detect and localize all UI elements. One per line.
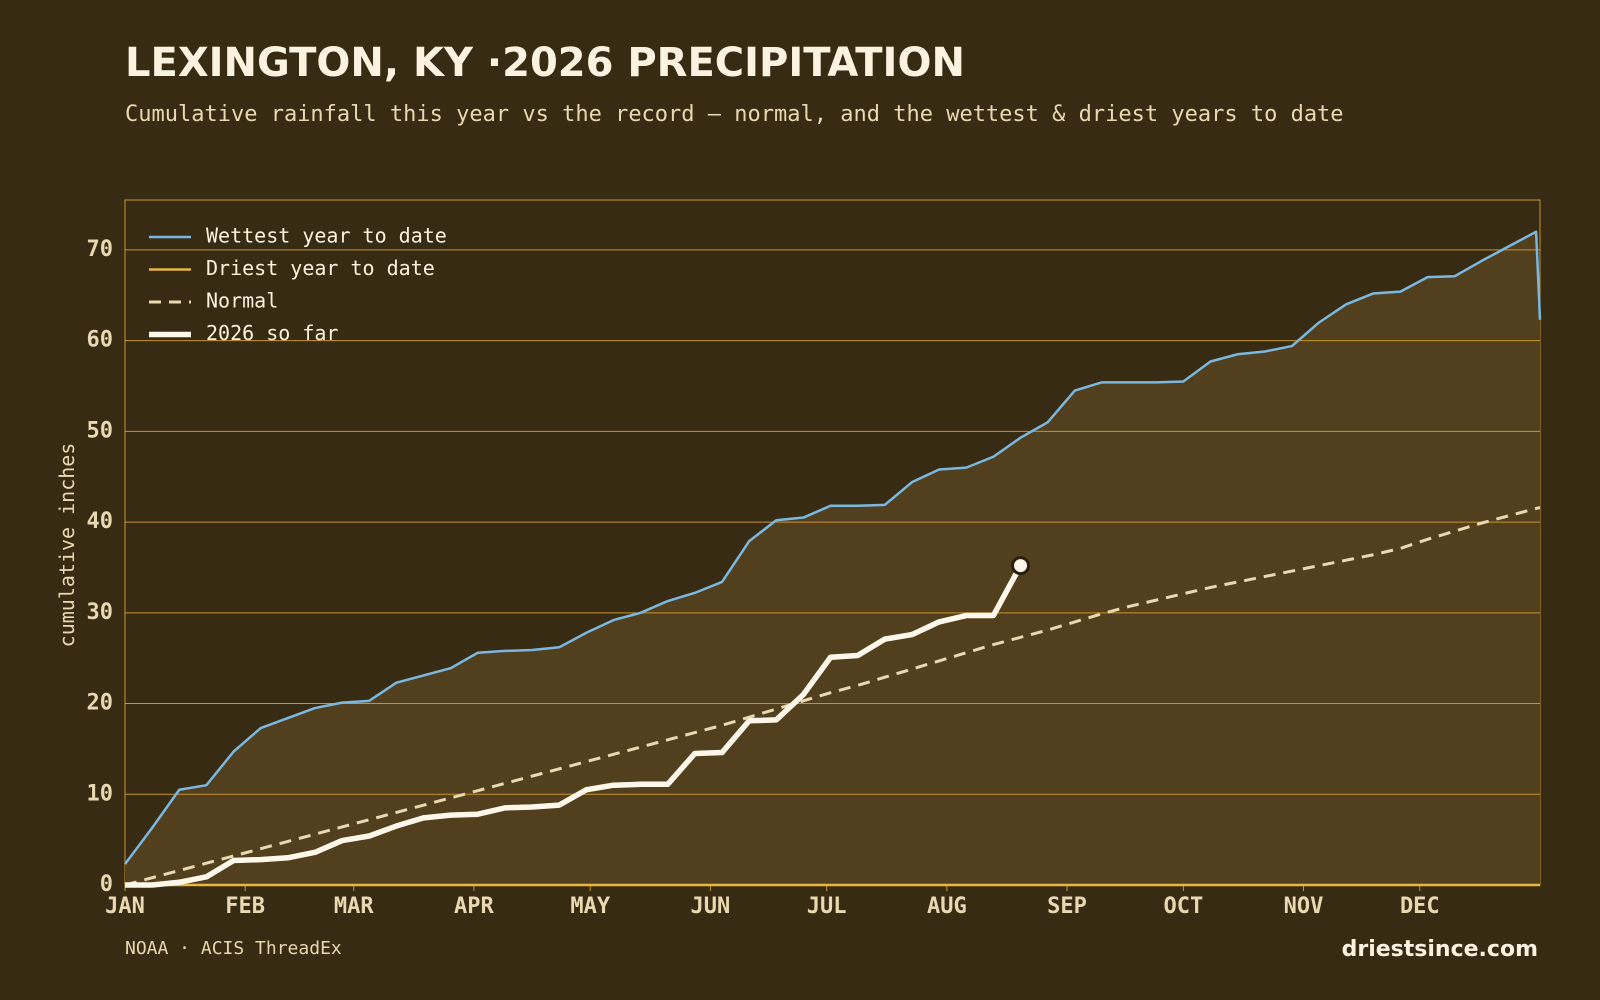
y-tick-label: 20 bbox=[87, 691, 114, 716]
y-axis-label: cumulative inches bbox=[55, 443, 79, 648]
x-tick-label: JUL bbox=[807, 894, 847, 919]
series-line bbox=[125, 564, 1023, 888]
x-tick-label: NOV bbox=[1284, 894, 1324, 919]
source: NOAA · ACIS ThreadEx bbox=[125, 938, 342, 959]
y-tick-label: 60 bbox=[87, 328, 114, 353]
y-tick-label: 0 bbox=[100, 872, 113, 897]
x-tick-label: APR bbox=[454, 894, 494, 919]
end-marker bbox=[1011, 556, 1031, 576]
series-line bbox=[124, 506, 1541, 887]
x-tick-label: MAR bbox=[334, 894, 374, 919]
credit: driestsince.com bbox=[1342, 937, 1538, 962]
x-tick-label: MAY bbox=[570, 894, 610, 919]
x-tick-label: DEC bbox=[1400, 894, 1440, 919]
series-line bbox=[123, 230, 1542, 865]
y-tick-label: 70 bbox=[87, 237, 114, 262]
legend-label: Wettest year to date bbox=[206, 224, 447, 248]
x-tick-label: OCT bbox=[1163, 894, 1203, 919]
x-tick-label: AUG bbox=[927, 894, 967, 919]
y-tick-label: 40 bbox=[87, 509, 114, 534]
y-tick-label: 50 bbox=[87, 418, 114, 443]
x-tick-label: SEP bbox=[1047, 894, 1087, 919]
x-tick-label: JAN bbox=[105, 894, 145, 919]
area bbox=[125, 231, 1540, 885]
legend-label: Driest year to date bbox=[206, 256, 435, 280]
y-tick-label: 10 bbox=[87, 781, 114, 806]
x-tick-label: JUN bbox=[691, 894, 731, 919]
chart-subtitle: Cumulative rainfall this year vs the rec… bbox=[125, 102, 1344, 127]
legend-label: 2026 so far bbox=[206, 321, 338, 345]
x-tick-label: FEB bbox=[225, 894, 265, 919]
chart-title: LEXINGTON, KY ·2026 PRECIPITATION bbox=[125, 40, 965, 86]
y-tick-label: 30 bbox=[87, 600, 114, 625]
legend-label: Normal bbox=[206, 289, 278, 313]
